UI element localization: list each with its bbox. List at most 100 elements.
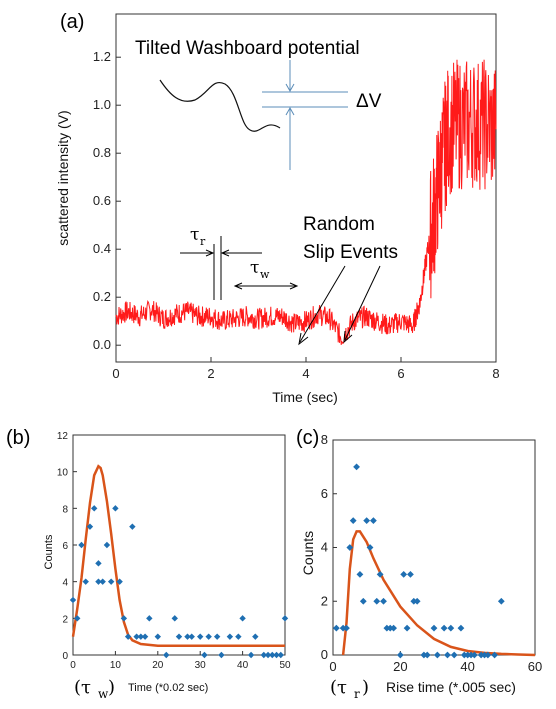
- washboard-label: Tilted Washboard potential: [135, 38, 360, 59]
- b-data-point: [273, 651, 280, 659]
- c-data-point: [390, 624, 397, 632]
- c-data-point: [332, 624, 340, 632]
- a-ytick-label: 1.0: [93, 97, 111, 112]
- b-data-point: [99, 578, 106, 585]
- c-data-point: [413, 597, 421, 605]
- b-data-point: [201, 651, 208, 659]
- a-ytick-label: 0.4: [93, 241, 111, 256]
- y-axis-label-a: scattered intensity (V): [55, 110, 71, 245]
- slip-arrowhead-2: [343, 330, 353, 344]
- c-data-point: [353, 463, 360, 471]
- c-data-point: [491, 651, 498, 659]
- c-ytick-label: 6: [321, 486, 328, 501]
- c-xtick-label: 0: [329, 659, 336, 674]
- a-ytick-label: 0.2: [93, 289, 111, 304]
- b-data-point: [247, 651, 255, 659]
- b-xtick-label: 30: [195, 660, 207, 671]
- c-data-point: [497, 597, 505, 605]
- c-data-point: [423, 651, 431, 659]
- b-xtick-label: 50: [279, 660, 291, 671]
- b-data-point: [95, 578, 102, 585]
- b-data-point: [171, 615, 178, 622]
- tau-r-subscript: r: [200, 235, 206, 248]
- random-slip-line2: Slip Events: [303, 242, 398, 263]
- slip-arrowhead-1: [298, 332, 309, 346]
- c-data-point: [359, 597, 367, 605]
- b-data-point: [163, 651, 170, 659]
- ticks-a: 0 2 4 6 8 0.0 0.2 0.4 0.6 0.8 1.0 1.2: [93, 49, 500, 381]
- random-slip-line1: Random: [303, 214, 375, 235]
- c-data-point: [407, 570, 414, 578]
- tau-r-symbol: τ: [190, 225, 199, 245]
- b-data-point: [226, 633, 234, 640]
- b-data-point: [78, 541, 85, 549]
- c-data-point: [471, 651, 478, 659]
- b-data-point: [260, 651, 267, 659]
- b-data-point: [184, 633, 191, 640]
- b-ytick-label: 6: [62, 541, 68, 552]
- b-data-point: [103, 541, 111, 549]
- panel-c: 0 20 40 60 0 2 4 6 8 (c) Counts Rise time (*.005…: [296, 427, 542, 701]
- tau-r-bottom-close: ): [362, 677, 369, 698]
- c-data-point: [373, 597, 381, 605]
- tau-w-right-arrowhead: [289, 282, 299, 290]
- c-data-point: [363, 517, 371, 525]
- b-data-point: [218, 651, 225, 659]
- points-b: [69, 505, 289, 659]
- points-c: [332, 463, 505, 659]
- tau-r-bottom-label: (τ: [330, 677, 347, 698]
- slip-arrow-1: [299, 265, 346, 343]
- ticks-c: 0 20 40 60 0 2 4 6 8: [321, 432, 542, 674]
- plot-frame-a: [115, 13, 497, 363]
- c-ytick-label: 2: [321, 593, 328, 608]
- c-ytick-label: 8: [321, 432, 328, 447]
- b-xtick-label: 40: [237, 660, 249, 671]
- b-data-point: [86, 523, 94, 530]
- b-data-point: [269, 651, 276, 659]
- a-xtick-label: 6: [397, 366, 404, 381]
- b-data-point: [74, 615, 81, 622]
- b-data-point: [95, 560, 102, 567]
- panel-b: 0 10 20 30 40 50 0 2 4 6 8 10 12 (b) Counts Time (*0…: [6, 427, 291, 701]
- b-ytick-label: 4: [62, 578, 68, 589]
- c-data-point: [356, 570, 364, 578]
- b-ytick-label: 8: [62, 504, 68, 515]
- c-data-point: [349, 517, 357, 525]
- b-data-point: [264, 651, 272, 659]
- tau-r-left-arrowhead: [205, 249, 215, 257]
- b-data-point: [116, 578, 123, 585]
- b-data-point: [154, 633, 161, 640]
- a-xtick-label: 8: [492, 366, 499, 381]
- fit-curve-b: [71, 464, 285, 648]
- b-data-point: [188, 633, 195, 640]
- c-data-point: [447, 624, 455, 632]
- b-data-point: [205, 633, 212, 640]
- y-axis-label-b: Counts: [43, 534, 55, 569]
- b-data-point: [107, 578, 115, 585]
- b-data-point: [91, 505, 98, 512]
- tau-w-symbol: τ: [250, 258, 259, 278]
- b-data-point: [124, 633, 132, 640]
- c-data-point: [343, 624, 350, 632]
- b-data-point: [277, 651, 284, 659]
- c-data-point: [380, 597, 387, 605]
- a-xtick-label: 0: [112, 366, 119, 381]
- c-data-point: [376, 570, 384, 578]
- c-data-point: [370, 517, 377, 525]
- c-data-point: [450, 651, 458, 659]
- washboard-potential-curve: [159, 79, 281, 132]
- a-ytick-label: 0.0: [93, 337, 111, 352]
- b-xtick-label: 10: [110, 660, 122, 671]
- a-xtick-label: 4: [302, 366, 309, 381]
- x-axis-label-b: Time (*0.02 sec): [128, 682, 208, 694]
- a-ytick-label: 0.8: [93, 145, 111, 160]
- b-data-point: [141, 633, 149, 640]
- c-data-point: [403, 624, 411, 632]
- plot-frame-c: [332, 439, 536, 656]
- b-data-point: [137, 633, 145, 640]
- c-xtick-label: 40: [460, 659, 474, 674]
- b-data-point: [120, 615, 128, 622]
- b-data-point: [252, 633, 259, 640]
- x-axis-label-c: Rise time (*.005 sec): [386, 679, 516, 695]
